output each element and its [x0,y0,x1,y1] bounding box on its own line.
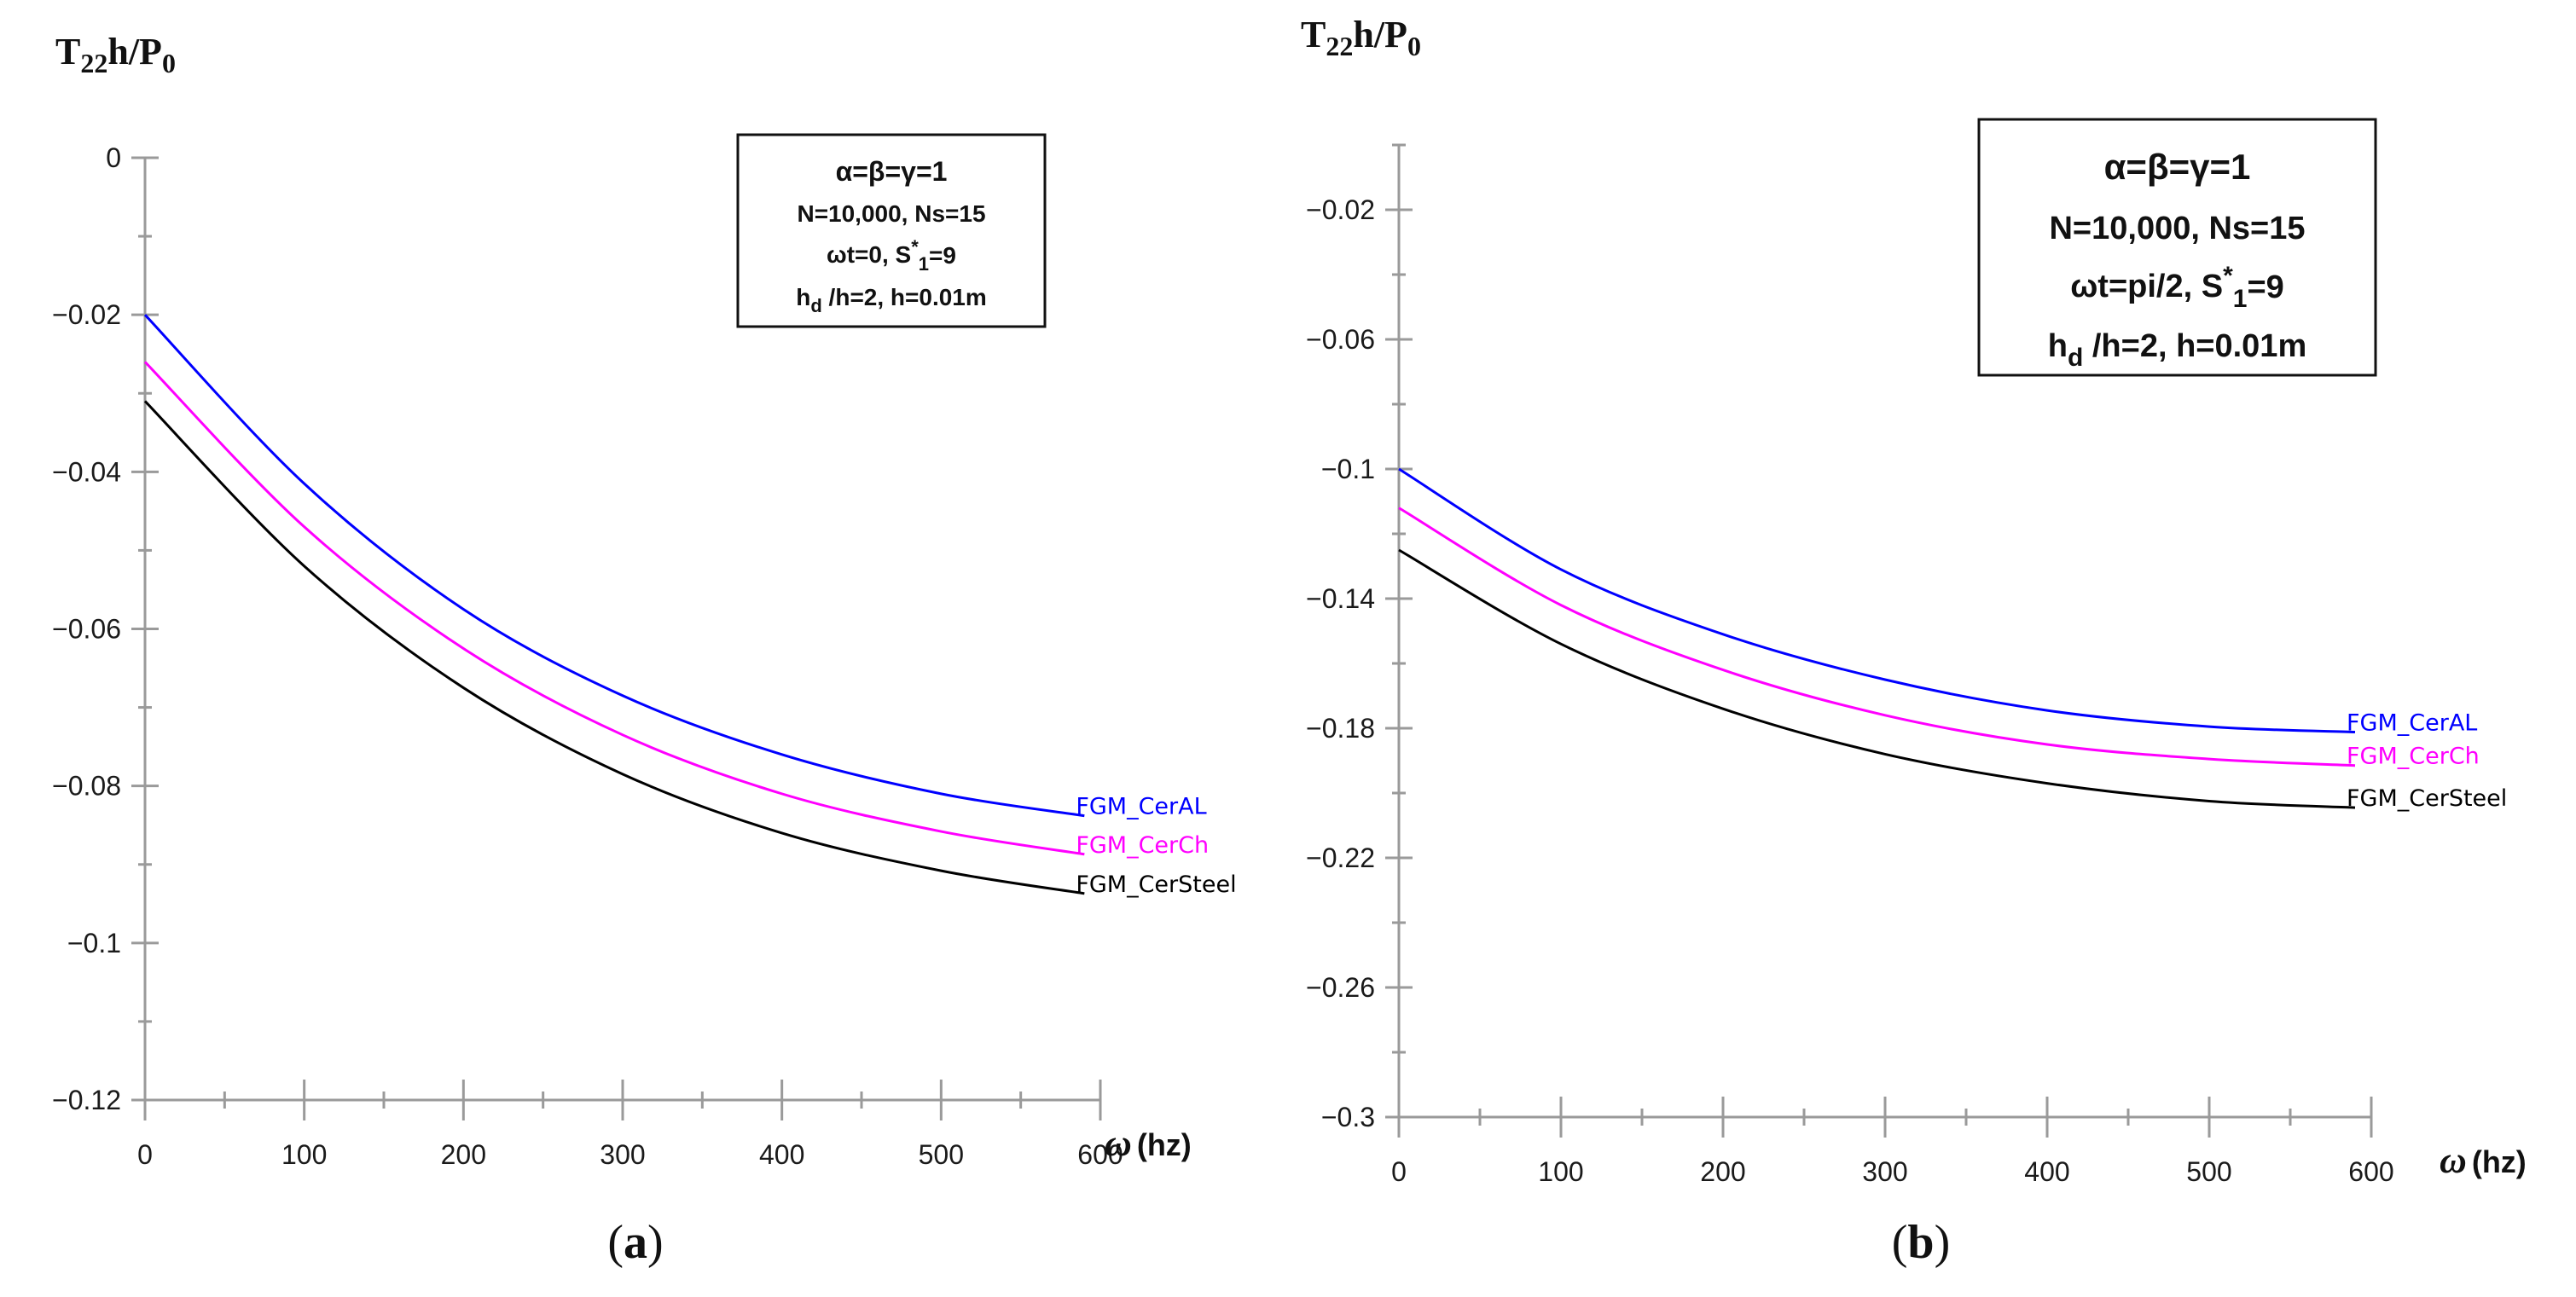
x-tick-label: 100 [1538,1156,1583,1187]
series-line-fgm-cerch [143,361,1085,856]
annotation-line-3-sub: 1 [2233,285,2248,313]
annotation-line-4: hd /h=2, h=0.01m [2048,328,2306,372]
x-tick-label: 0 [1391,1156,1407,1187]
x-axis-label-unit: (hz) [2472,1144,2527,1179]
annotation-line-4-pre: h [796,284,810,310]
annotation-line-4-sub: d [810,295,821,316]
panel-label-letter: b [1907,1216,1934,1269]
x-axis-label: ω (hz) [1105,1122,1192,1164]
y-axis-label-base: T [55,31,80,72]
y-tick-label: −0.18 [1306,713,1375,744]
y-axis-label: T22h/P0 [1301,14,1421,61]
annotation-line-3-post: =9 [2247,269,2283,305]
y-tick-label: −0.04 [52,456,121,487]
series-line-fgm-cerch [1398,507,2356,767]
y-tick-label: −0.14 [1306,583,1375,614]
annotation-line-1: α=β=γ=1 [836,156,948,187]
x-tick-label: 400 [2024,1156,2069,1187]
panel-label-letter: a [624,1216,647,1269]
y-axis-label-sub2: 0 [162,48,176,78]
chart-panel-b: −0.02 −0.06 −0.1 −0.14 −0.18 −0.22 −0.26 −0.3 0 1… [1301,14,2527,1269]
y-tick-label: −0.06 [1306,324,1375,355]
y-axis-label-sub2: 0 [1407,31,1421,61]
y-axis-label-sub: 22 [1326,31,1353,61]
x-axis-label-unit: (hz) [1137,1127,1192,1162]
legend-label-fgm-cerch: FGM_CerCh [2347,744,2480,770]
x-tick-label: 200 [441,1139,486,1170]
annotation-line-4-post: /h=2, h=0.01m [2083,328,2306,364]
y-tick-label: 0 [106,142,121,173]
annotation-line-3: ωt=0, S*1=9 [827,236,956,275]
x-axis-label-symbol: ω [1105,1122,1132,1164]
annotation-line-3: ωt=pi/2, S*1=9 [2070,262,2284,313]
annotation-line-3-post: =9 [929,242,956,269]
y-tick-label: −0.1 [67,928,121,958]
series-line-fgm-ceral [143,314,1085,818]
panel-label-close: ) [1935,1216,1951,1269]
legend-label-fgm-ceral: FGM_CerAL [1076,794,1206,820]
y-tick-label: −0.22 [1306,842,1375,873]
annotation-line-1: α=β=γ=1 [2104,147,2251,187]
annotation-line-3-sup: * [2223,262,2233,290]
series-line-fgm-cersteel [143,400,1085,895]
x-tick-label: 0 [137,1139,153,1170]
panel-label: (a) [607,1216,663,1269]
x-tick-label: 500 [919,1139,964,1170]
annotation-line-2: N=10,000, Ns=15 [2049,211,2305,246]
y-tick-label: −0.26 [1306,972,1375,1003]
annotation-line-4-sub: d [2068,344,2083,372]
x-tick-label: 500 [2186,1156,2231,1187]
annotation-line-4-post: /h=2, h=0.01m [822,284,987,310]
annotation-line-3-pre: ωt=0, S [827,241,911,268]
x-axis-label: ω (hz) [2440,1139,2527,1181]
legend-label-fgm-cerch: FGM_CerCh [1076,832,1209,859]
x-tick-label: 100 [281,1139,327,1170]
y-axis-label-mid: h/P [107,31,162,72]
panel-label-open: ( [607,1216,624,1269]
annotation-line-3-sup: * [911,236,919,258]
annotation-line-4: hd /h=2, h=0.01m [796,284,987,316]
annotation-line-3-pre: ωt=pi/2, S [2070,269,2223,304]
y-tick-label: −0.12 [52,1085,121,1115]
y-tick-label: −0.3 [1321,1102,1375,1132]
x-tick-label: 600 [1077,1139,1123,1170]
y-tick-label: −0.02 [52,299,121,330]
y-tick-label: −0.06 [52,614,121,645]
legend-label-fgm-cersteel: FGM_CerSteel [1076,871,1236,898]
legend-label-fgm-cersteel: FGM_CerSteel [2347,785,2507,812]
x-tick-label: 400 [759,1139,804,1170]
series-line-fgm-cersteel [1398,548,2356,809]
annotation-line-3-sub: 1 [919,253,929,275]
y-axis-label-base: T [1301,14,1326,55]
y-tick-label: −0.08 [52,771,121,802]
annotation-line-2: N=10,000, Ns=15 [797,200,985,227]
x-tick-label: 300 [600,1139,645,1170]
annotation-box [736,133,1047,328]
panel-label-open: ( [1892,1216,1908,1269]
x-tick-label: 300 [1862,1156,1907,1187]
series-line-fgm-ceral [1398,467,2356,734]
x-axis-label-symbol: ω [2440,1139,2467,1181]
annotation-line-4-pre: h [2048,328,2068,364]
panel-label-close: ) [647,1216,664,1269]
y-axis-label-sub: 22 [80,48,107,78]
chart-panel-a: 0 −0.02 −0.04 −0.06 −0.08 −0.1 −0.12 0 100 200 300… [52,31,1237,1269]
x-tick-label: 600 [2348,1156,2393,1187]
panel-label: (b) [1892,1216,1950,1269]
x-tick-label: 200 [1700,1156,1745,1187]
legend-label-fgm-ceral: FGM_CerAL [2347,710,2477,737]
y-axis-label-mid: h/P [1353,14,1407,55]
y-axis-label: T22h/P0 [55,31,176,78]
y-tick-label: −0.1 [1321,454,1375,484]
annotation-box [1977,118,2377,377]
y-tick-label: −0.02 [1306,194,1375,225]
